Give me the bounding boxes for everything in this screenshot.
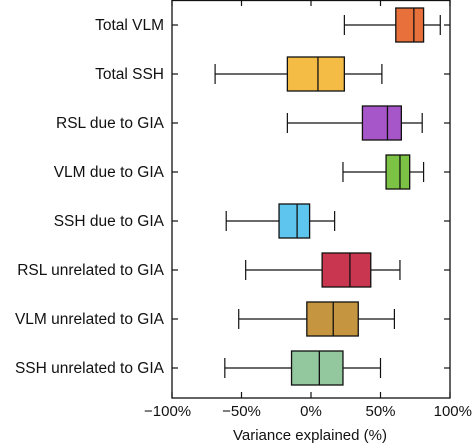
box-rsl-due-to-gia [286, 105, 423, 141]
category-labels: Total VLM Total SSH RSL due to GIA VLM due … [15, 17, 165, 377]
category-label: RSL unrelated to GIA [17, 262, 164, 279]
category-label: Total VLM [95, 17, 164, 34]
box-ssh-unrelated-to-gia [224, 350, 382, 386]
category-label: RSL due to GIA [56, 115, 165, 132]
x-tick-label: 0% [300, 403, 322, 420]
category-label: SSH due to GIA [54, 213, 165, 230]
iqr-box [290, 350, 344, 386]
iqr-box [385, 154, 411, 190]
box-series-group [214, 7, 441, 386]
x-tick-label: 100% [434, 403, 472, 420]
x-tick-labels: −100% −50% 0% 50% 100% [144, 403, 472, 420]
box-rsl-unrelated-to-gia [245, 252, 401, 288]
iqr-box [395, 7, 425, 43]
box-vlm-due-to-gia [342, 154, 425, 190]
plot-axes [171, 0, 451, 399]
iqr-box [278, 203, 311, 239]
category-label: VLM due to GIA [54, 164, 165, 181]
x-tick-label: −50% [222, 403, 261, 420]
category-label: SSH unrelated to GIA [15, 360, 165, 377]
x-axis-label: Variance explained (%) [233, 427, 387, 444]
category-label: Total SSH [95, 66, 164, 83]
iqr-box [361, 105, 402, 141]
box-total-vlm [343, 7, 441, 43]
x-tick-label: −100% [144, 403, 191, 420]
box-total-ssh [214, 56, 383, 92]
iqr-box [306, 301, 359, 337]
box-ssh-due-to-gia [225, 203, 336, 239]
iqr-box [286, 56, 346, 92]
box-vlm-unrelated-to-gia [238, 301, 395, 337]
iqr-box [321, 252, 372, 288]
x-tick-label: 50% [365, 403, 395, 420]
category-label: VLM unrelated to GIA [15, 311, 165, 328]
